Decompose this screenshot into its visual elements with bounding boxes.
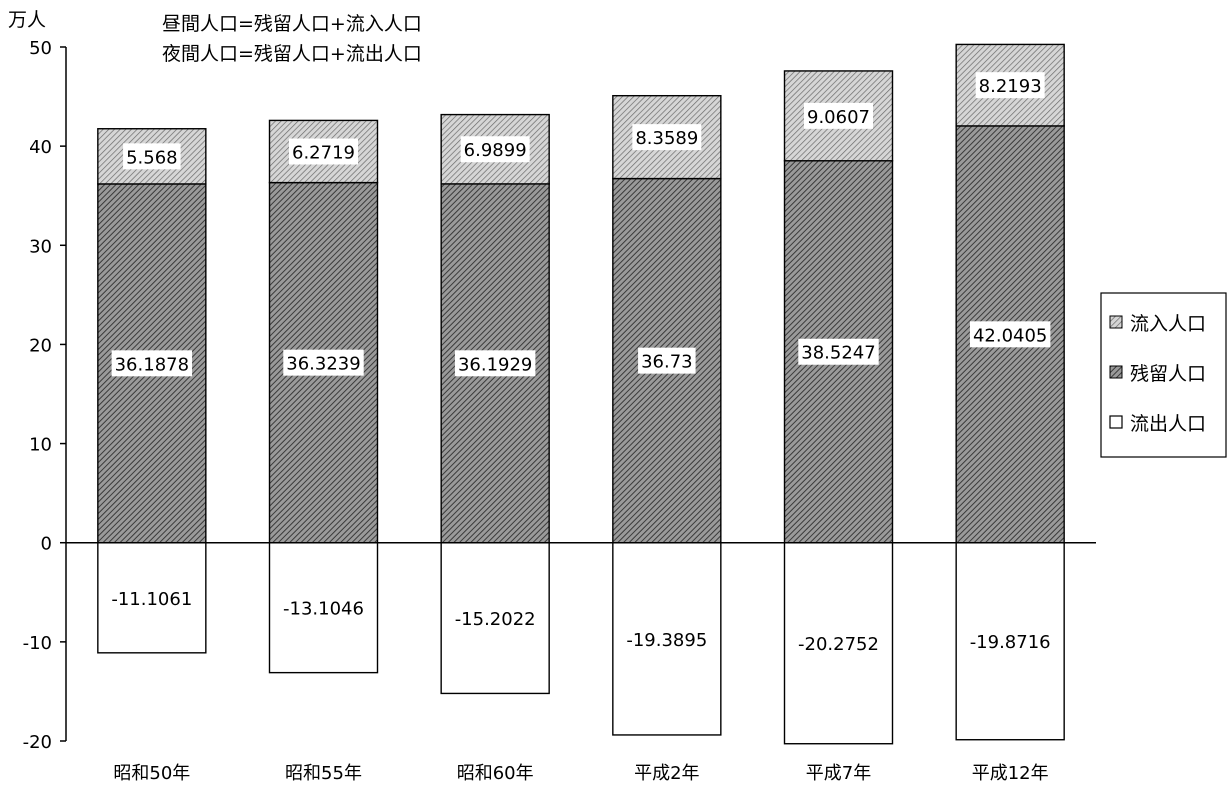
note-line-2: 夜間人口=残留人口+流出人口 (162, 43, 422, 65)
category-label: 平成2年 (634, 763, 699, 784)
data-label-inflow-bg (123, 143, 181, 170)
data-label-remain: 36.1878 (115, 354, 189, 375)
data-label-inflow: 6.2719 (292, 142, 355, 163)
y-tick-label: 30 (29, 236, 52, 257)
y-tick-label: 40 (29, 137, 52, 158)
data-label-inflow: 9.0607 (807, 107, 870, 128)
bar-inflow (783, 70, 894, 162)
data-label-outflow-bg (623, 625, 711, 652)
unit-label: 万人 (8, 9, 46, 31)
note-line-1: 昼間人口=残留人口+流入人口 (162, 13, 422, 35)
legend-label-remain: 残留人口 (1130, 363, 1206, 385)
data-label-remain-bg (454, 350, 536, 377)
data-label-inflow-bg (632, 124, 702, 151)
data-label-remain-bg (969, 321, 1051, 348)
data-label-outflow-bg (451, 605, 539, 632)
data-label-inflow: 6.9899 (464, 140, 527, 161)
data-label-outflow: -11.1061 (111, 589, 192, 610)
category-label: 昭和50年 (113, 763, 190, 784)
data-label-remain: 36.1929 (458, 354, 532, 375)
data-label-outflow: -13.1046 (283, 599, 364, 620)
data-label-remain-bg (111, 350, 193, 377)
y-tick-label: -20 (23, 732, 52, 753)
y-tick-label: 0 (41, 534, 52, 555)
legend-label-inflow: 流入人口 (1130, 313, 1206, 335)
y-tick-label: 50 (29, 38, 52, 59)
data-label-outflow: -19.8716 (970, 632, 1051, 653)
legend-swatch-remain (1109, 365, 1123, 379)
data-label-outflow: -15.2022 (455, 609, 536, 630)
data-label-inflow: 8.2193 (979, 76, 1042, 97)
category-label: 昭和60年 (457, 763, 534, 784)
data-label-remain-bg (798, 338, 879, 365)
legend-label-outflow: 流出人口 (1130, 413, 1206, 435)
labels-layer: -11.1061 36.1878 5.568 昭和50年 -13.1046 36.3239… (108, 72, 1054, 784)
data-label-inflow-bg (289, 138, 358, 165)
data-label-outflow: -19.3895 (626, 630, 707, 651)
y-tick-label: -10 (23, 633, 52, 654)
data-label-remain: 42.0405 (973, 325, 1047, 346)
data-label-inflow-bg (804, 102, 873, 129)
data-label-remain: 36.3239 (286, 354, 360, 375)
category-label: 平成7年 (806, 763, 871, 784)
data-label-inflow: 8.3589 (635, 128, 698, 149)
data-label-inflow-bg (460, 136, 530, 163)
legend-swatch-inflow (1109, 315, 1123, 329)
data-label-inflow: 5.568 (126, 147, 178, 168)
category-label: 昭和55年 (285, 763, 362, 784)
data-label-remain: 38.5247 (801, 343, 875, 364)
data-label-outflow-bg (795, 630, 882, 657)
data-label-inflow-bg (975, 72, 1045, 99)
data-label-outflow: -20.2752 (798, 634, 879, 655)
data-label-outflow-bg (108, 584, 196, 611)
data-label-remain-bg (638, 347, 696, 374)
bars-layer (97, 43, 1065, 745)
category-label: 平成12年 (972, 763, 1049, 784)
y-tick-label: 20 (29, 335, 52, 356)
data-label-outflow-bg (280, 594, 367, 621)
legend: 流入人口 残留人口 流出人口 (1100, 292, 1227, 458)
data-label-outflow-bg (966, 628, 1054, 655)
axes-layer: -20 -10 0 10 20 30 40 50 (23, 38, 1096, 753)
data-label-remain-bg (283, 349, 364, 376)
data-label-remain: 36.73 (641, 352, 693, 373)
legend-swatch-outflow (1109, 415, 1123, 429)
y-tick-label: 10 (29, 435, 52, 456)
